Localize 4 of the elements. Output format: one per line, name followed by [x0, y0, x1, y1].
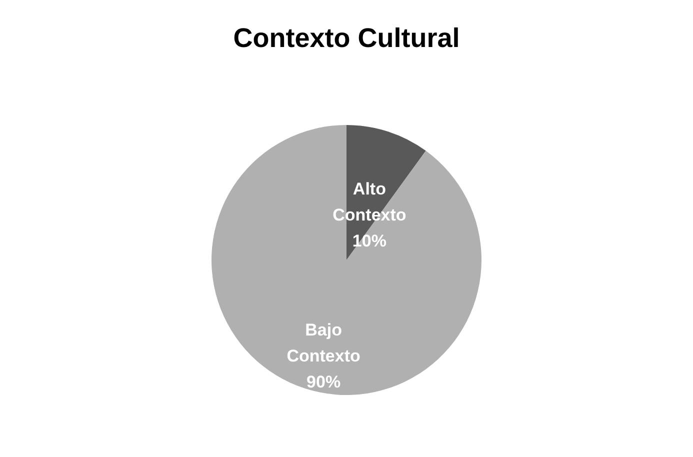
data-label: 90%: [306, 372, 341, 392]
pie-slice: [212, 125, 482, 395]
slice-label: Bajo Contexto: [286, 320, 360, 366]
chart-title: Contexto Cultural: [233, 23, 460, 53]
